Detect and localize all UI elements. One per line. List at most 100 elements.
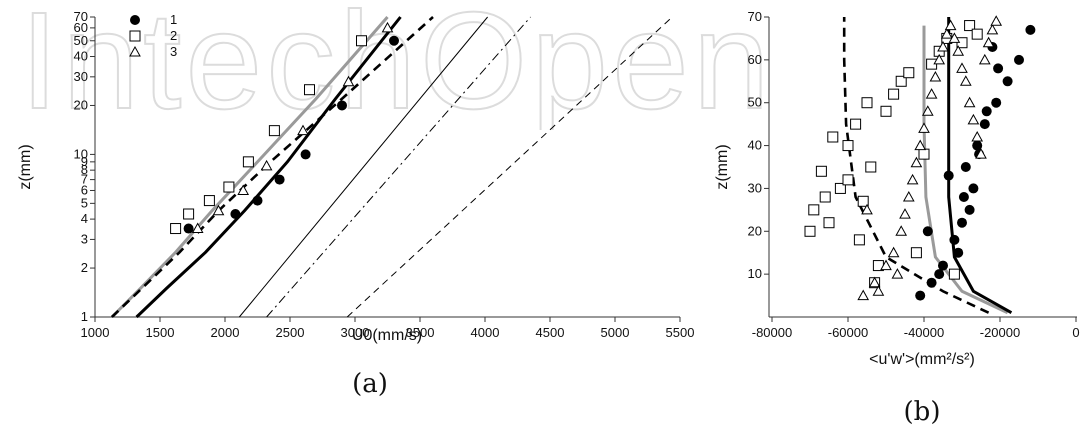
- data-point-series-3: [929, 70, 942, 82]
- data-point-series-3: [260, 159, 273, 171]
- panel-b-caption: (b): [904, 397, 941, 427]
- data-point-series-2: [880, 105, 892, 117]
- model-line-solid-thin: [238, 16, 488, 318]
- y-tick-label: 60: [74, 20, 88, 35]
- data-point-series-3: [944, 19, 957, 31]
- watermark-text: IntechOpen: [20, 0, 774, 130]
- legend-label-2: 2: [170, 28, 177, 43]
- data-point-series-3: [952, 45, 965, 56]
- model-line-dashed-thick-black: [842, 17, 990, 314]
- y-tick-label: 3: [81, 231, 88, 246]
- y-tick-label: 30: [748, 180, 762, 195]
- panel-b-lines: [842, 17, 1013, 315]
- data-point-series-3: [956, 62, 968, 73]
- x-tick-label: 0: [1072, 325, 1079, 340]
- data-point-series-3: [191, 222, 204, 234]
- panel-a-ticks: 1000 1500 2000 2500 3000 3500 4000 4500 5000 5500…: [74, 9, 695, 340]
- data-point-series-2: [850, 118, 862, 130]
- data-point-series-2: [918, 148, 930, 160]
- panel-a-lines: [110, 16, 673, 319]
- model-line-dashed-thick-black: [111, 16, 434, 318]
- data-point-series-2: [842, 174, 854, 186]
- data-point-series-3: [381, 21, 394, 33]
- x-tick-label: 3000: [341, 325, 370, 340]
- data-point-series-1: [1014, 54, 1024, 65]
- data-point-series-1: [1025, 24, 1036, 35]
- y-tick-label: 70: [74, 9, 88, 24]
- y-tick-label: 9: [81, 154, 88, 169]
- data-point-series-1: [274, 174, 285, 185]
- data-point-series-3: [978, 53, 991, 65]
- data-point-series-2: [242, 156, 254, 168]
- data-point-series-3: [967, 113, 980, 125]
- data-point-series-3: [933, 53, 946, 65]
- data-point-series-3: [921, 105, 934, 116]
- x-tick-label: 2500: [276, 325, 305, 340]
- data-point-series-2: [808, 204, 820, 216]
- x-tick-label: -80000: [752, 325, 792, 340]
- data-point-series-1: [389, 35, 399, 46]
- y-tick-label: 10: [748, 266, 762, 281]
- x-tick-label: 1000: [81, 325, 110, 340]
- data-point-series-1: [968, 183, 979, 194]
- panel-b: -80000 -60000 -40000 -20000 010203040506070 …: [714, 9, 1080, 427]
- y-tick-label: 50: [74, 33, 88, 48]
- data-point-series-3: [982, 36, 995, 48]
- data-point-series-1: [964, 204, 975, 215]
- data-point-series-3: [963, 96, 976, 108]
- panel-a-x-axis-label: U0(mm/s): [352, 327, 422, 344]
- data-point-series-3: [891, 268, 904, 279]
- data-point-series-3: [906, 173, 919, 185]
- data-point-series-3: [940, 28, 953, 39]
- data-point-series-1: [1002, 76, 1013, 87]
- data-point-series-2: [268, 125, 280, 137]
- data-point-series-2: [827, 131, 839, 143]
- legend-label-1: 1: [170, 12, 177, 27]
- model-line-solid-thick-gray: [922, 25, 1009, 315]
- data-point-series-2: [903, 67, 915, 79]
- data-point-series-1: [922, 226, 933, 237]
- data-point-series-3: [342, 75, 355, 87]
- data-point-series-3: [880, 259, 892, 271]
- data-point-series-1: [953, 247, 964, 258]
- data-point-series-2: [356, 35, 367, 47]
- data-point-series-2: [865, 161, 877, 173]
- y-tick-label: 40: [74, 49, 88, 64]
- data-point-series-1: [972, 140, 983, 151]
- x-tick-label: 3500: [406, 325, 435, 340]
- data-point-series-1: [926, 277, 937, 288]
- data-point-series-3: [868, 276, 881, 288]
- x-tick-label: 4500: [536, 325, 565, 340]
- x-tick-label: 4000: [471, 325, 500, 340]
- data-point-series-3: [948, 32, 961, 43]
- model-line-solid-thick-black: [947, 17, 1013, 315]
- data-point-series-3: [872, 285, 885, 296]
- x-tick-label: -40000: [904, 325, 944, 340]
- data-point-series-3: [971, 130, 984, 142]
- x-tick-label: 2000: [211, 325, 240, 340]
- data-point-series-1: [337, 100, 347, 111]
- data-point-series-2: [857, 195, 869, 207]
- data-point-series-2: [853, 234, 865, 246]
- y-tick-label: 50: [748, 95, 762, 110]
- data-point-series-3: [925, 88, 938, 99]
- y-tick-label: 6: [81, 182, 88, 197]
- model-line-dashed-thin: [346, 16, 673, 318]
- data-point-series-1: [300, 149, 311, 160]
- data-point-series-2: [804, 225, 816, 237]
- data-point-series-1: [981, 106, 992, 117]
- data-point-series-3: [212, 204, 225, 216]
- data-point-series-2: [834, 182, 846, 194]
- panel-b-x-axis-label: <u'w'>(mm²/s²): [869, 351, 975, 368]
- data-point-series-3: [959, 75, 972, 86]
- data-point-series-2: [842, 140, 854, 152]
- data-point-series-1: [938, 260, 948, 271]
- model-line-solid-thick-black: [135, 16, 402, 319]
- y-tick-label: 4: [81, 211, 88, 226]
- data-point-series-1: [915, 290, 926, 301]
- data-point-series-3: [975, 148, 987, 159]
- x-tick-label: 5000: [601, 325, 630, 340]
- data-point-series-2: [170, 223, 182, 235]
- y-tick-label: 30: [74, 69, 88, 84]
- panel-a-points: [170, 21, 399, 235]
